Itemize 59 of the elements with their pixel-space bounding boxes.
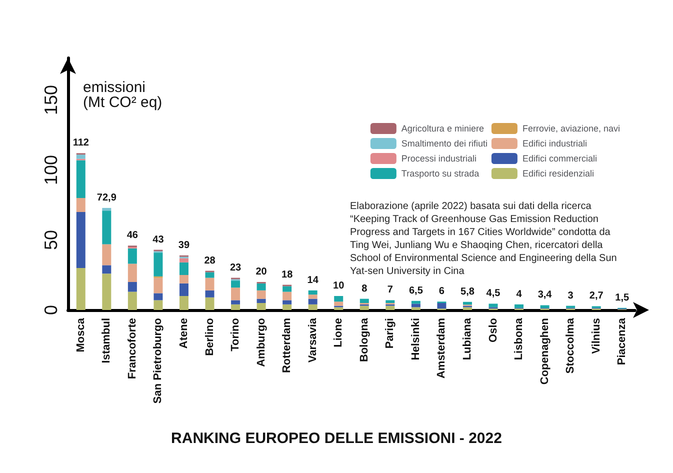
total-label: 3,4 xyxy=(538,290,552,301)
x-tick-label: Berlino xyxy=(204,318,216,356)
total-label: 28 xyxy=(204,255,216,266)
y-tick-label: 150 xyxy=(41,84,61,116)
total-label: 6 xyxy=(438,286,445,298)
x-tick-label: Parigi xyxy=(384,318,396,349)
y-tick-label: 50 xyxy=(41,230,61,250)
total-label: 6,5 xyxy=(408,285,424,296)
x-tick-label: Copenaghen xyxy=(538,318,551,385)
x-tick-label: Helsinki xyxy=(410,318,422,360)
x-tick-label: Mosca xyxy=(74,317,87,352)
legend-label: Smaltimento dei rifiuti xyxy=(401,138,488,148)
legend-label: Edifici industriali xyxy=(522,138,587,148)
total-label: 18 xyxy=(282,269,294,280)
total-label: 46 xyxy=(126,230,138,242)
total-label: 4 xyxy=(516,288,522,300)
y-tick-label: 100 xyxy=(41,154,61,186)
total-label: 43 xyxy=(152,234,164,246)
legend-label: Trasporto su strada xyxy=(401,168,480,178)
total-label: 39 xyxy=(178,240,190,251)
total-label: 10 xyxy=(333,280,345,292)
total-label: 7 xyxy=(387,284,394,296)
x-tick-label: Torino xyxy=(230,318,242,352)
x-tick-label: Francoforte xyxy=(126,318,138,380)
total-label: 1,5 xyxy=(615,292,630,304)
x-tick-label: Istambul xyxy=(100,318,113,364)
x-tick-label: Amburgo xyxy=(255,318,268,367)
x-tick-label: Vilnius xyxy=(590,318,602,354)
legend-label: Agricoltura e miniere xyxy=(401,124,484,134)
total-label: 8 xyxy=(362,283,368,294)
total-label: 23 xyxy=(230,262,242,274)
total-label: 72,9 xyxy=(96,192,117,204)
x-tick-label: Oslo xyxy=(487,318,500,342)
legend-label: Ferrovie, aviazione, navi xyxy=(522,124,620,134)
total-label: 3 xyxy=(568,290,574,302)
total-label: 14 xyxy=(307,274,319,286)
total-label: 2,7 xyxy=(589,290,604,302)
x-tick-label: Rotterdam xyxy=(281,318,294,374)
x-tick-label: Bologna xyxy=(358,317,370,362)
total-label: 112 xyxy=(72,138,90,149)
x-tick-label: San Pietroburgo xyxy=(152,318,164,404)
legend-label: Edifici residenziali xyxy=(522,168,594,178)
legend-label: Edifici commerciali xyxy=(522,154,597,164)
total-label: 5,8 xyxy=(460,286,475,298)
total-label: 20 xyxy=(256,266,268,278)
x-tick-label: Atene xyxy=(178,318,190,349)
x-tick-label: Lubiana xyxy=(461,317,474,360)
y-axis-title: emissioni (Mt CO² eq) xyxy=(83,79,162,111)
x-tick-label: Piacenza xyxy=(616,317,628,366)
legend-label: Processi industriali xyxy=(401,154,476,164)
x-tick-label: Lisbona xyxy=(513,317,526,360)
x-tick-label: Stoccolma xyxy=(564,317,577,374)
total-label: 4,5 xyxy=(486,288,501,300)
x-tick-label: Varsavia xyxy=(306,317,319,363)
x-tick-label: Amsterdam xyxy=(436,318,448,379)
x-tick-label: Lione xyxy=(332,318,345,348)
y-tick-label: 0 xyxy=(41,304,61,316)
annotation: Elaborazione (aprile 2022) basata sui dati della ricerca “Keeping Track of Greenhouse Gas Emission Reduction Progress and Targets in 167 Cities Worldwide” condotta da Ting Wei, Junliang Wu e Shaoqing Chen, ricercatori della School of Environmental Science and Engineering della Sun Yat-sen University in Cina xyxy=(350,201,620,277)
text: RANKING EUROPEO DELLE EMISSIONI - 2022 xyxy=(171,430,502,447)
